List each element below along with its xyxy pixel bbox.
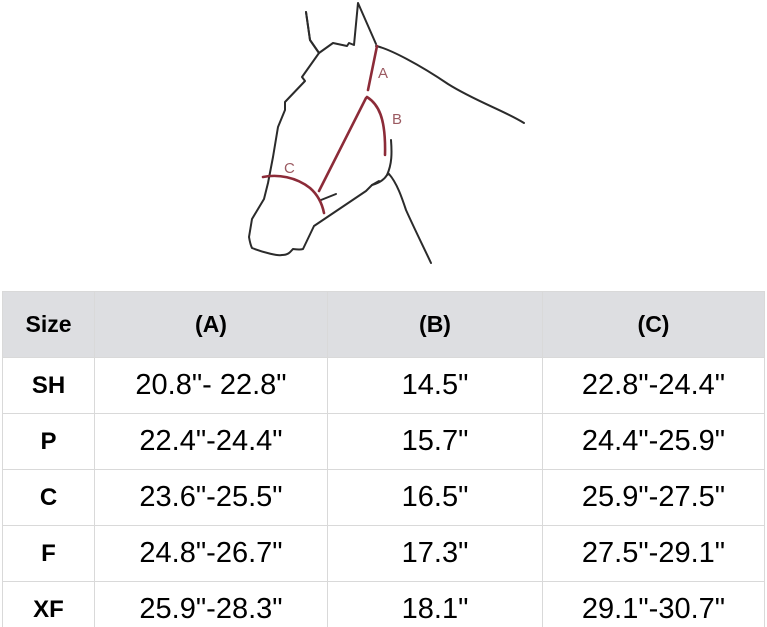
svg-text:A: A [378, 65, 388, 82]
svg-text:C: C [284, 160, 295, 177]
svg-text:B: B [392, 111, 402, 128]
